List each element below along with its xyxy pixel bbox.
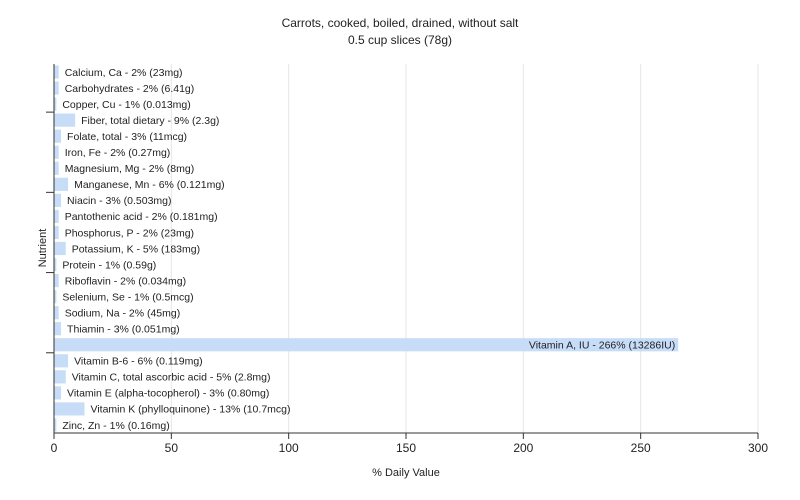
- bar-label: Niacin - 3% (0.503mg): [67, 195, 171, 207]
- bar: [54, 113, 76, 127]
- bar-label: Phosphorus, P - 2% (23mg): [65, 227, 194, 239]
- bar-label: Vitamin B-6 - 6% (0.119mg): [74, 356, 203, 368]
- bar: [54, 290, 57, 304]
- bar-label: Potassium, K - 5% (183mg): [72, 243, 200, 255]
- bar-label: Sodium, Na - 2% (45mg): [65, 307, 181, 319]
- y-axis-title: Nutrient: [37, 229, 49, 268]
- bar-label: Manganese, Mn - 6% (0.121mg): [74, 179, 225, 191]
- grid-lines: [170, 64, 759, 433]
- bar: [54, 386, 62, 400]
- bar-label: Folate, total - 3% (11mcg): [67, 131, 187, 143]
- bar-label: Pantothenic acid - 2% (0.181mg): [65, 211, 218, 223]
- x-axis-title: % Daily Value: [372, 467, 440, 479]
- x-tick-label: 50: [165, 441, 179, 455]
- bar-label: Magnesium, Mg - 2% (8mg): [65, 163, 195, 175]
- bar-label: Vitamin K (phylloquinone) - 13% (10.7mcg…: [91, 404, 291, 416]
- chart-title: Carrots, cooked, boiled, drained, withou…: [281, 16, 519, 30]
- x-tick-label: 250: [631, 441, 651, 455]
- bar: [54, 354, 69, 368]
- bar: [54, 402, 85, 416]
- bar: [54, 418, 57, 432]
- bar-label: Iron, Fe - 2% (0.27mg): [65, 147, 171, 159]
- axes: 0 50 100 150 200 250 300: [46, 64, 768, 455]
- bar: [54, 81, 59, 95]
- bars: Calcium, Ca - 2% (23mg) Carbohydrates - 2…: [54, 65, 679, 432]
- x-tick-label: 150: [396, 441, 416, 455]
- bar-label: Zinc, Zn - 1% (0.16mg): [62, 420, 169, 432]
- bar-label: Vitamin A, IU - 266% (13286IU): [529, 340, 675, 352]
- bar-label: Fiber, total dietary - 9% (2.3g): [81, 115, 219, 127]
- bar-label: Copper, Cu - 1% (0.013mg): [62, 99, 190, 111]
- bar-label: Thiamin - 3% (0.051mg): [67, 324, 180, 336]
- bar: [54, 193, 62, 207]
- bar: [54, 274, 59, 288]
- bar: [54, 161, 59, 175]
- bar: [54, 145, 59, 159]
- x-tick-label: 300: [748, 441, 768, 455]
- bar: [54, 306, 59, 320]
- bar-label: Vitamin C, total ascorbic acid - 5% (2.8…: [72, 372, 271, 384]
- bar: [54, 129, 62, 143]
- bar: [54, 338, 679, 352]
- bar-label: Selenium, Se - 1% (0.5mcg): [62, 291, 193, 303]
- bar: [54, 97, 57, 111]
- bar-label: Vitamin E (alpha-tocopherol) - 3% (0.80m…: [67, 388, 269, 400]
- bar: [54, 225, 59, 240]
- bar-label: Riboflavin - 2% (0.034mg): [65, 275, 186, 287]
- bar-label: Protein - 1% (0.59g): [62, 259, 156, 271]
- bar: [54, 370, 66, 384]
- bar: [54, 241, 66, 256]
- bar: [54, 209, 59, 223]
- x-tick-label: 100: [279, 441, 299, 455]
- bar: [54, 257, 57, 272]
- x-tick-label: 200: [513, 441, 533, 455]
- bar: [54, 177, 69, 191]
- bar-label: Carbohydrates - 2% (6.41g): [65, 83, 195, 95]
- bar: [54, 65, 59, 79]
- bar: [54, 322, 62, 336]
- x-tick-label: 0: [51, 441, 58, 455]
- bar-label: Calcium, Ca - 2% (23mg): [65, 67, 183, 79]
- chart-subtitle: 0.5 cup slices (78g): [347, 33, 453, 47]
